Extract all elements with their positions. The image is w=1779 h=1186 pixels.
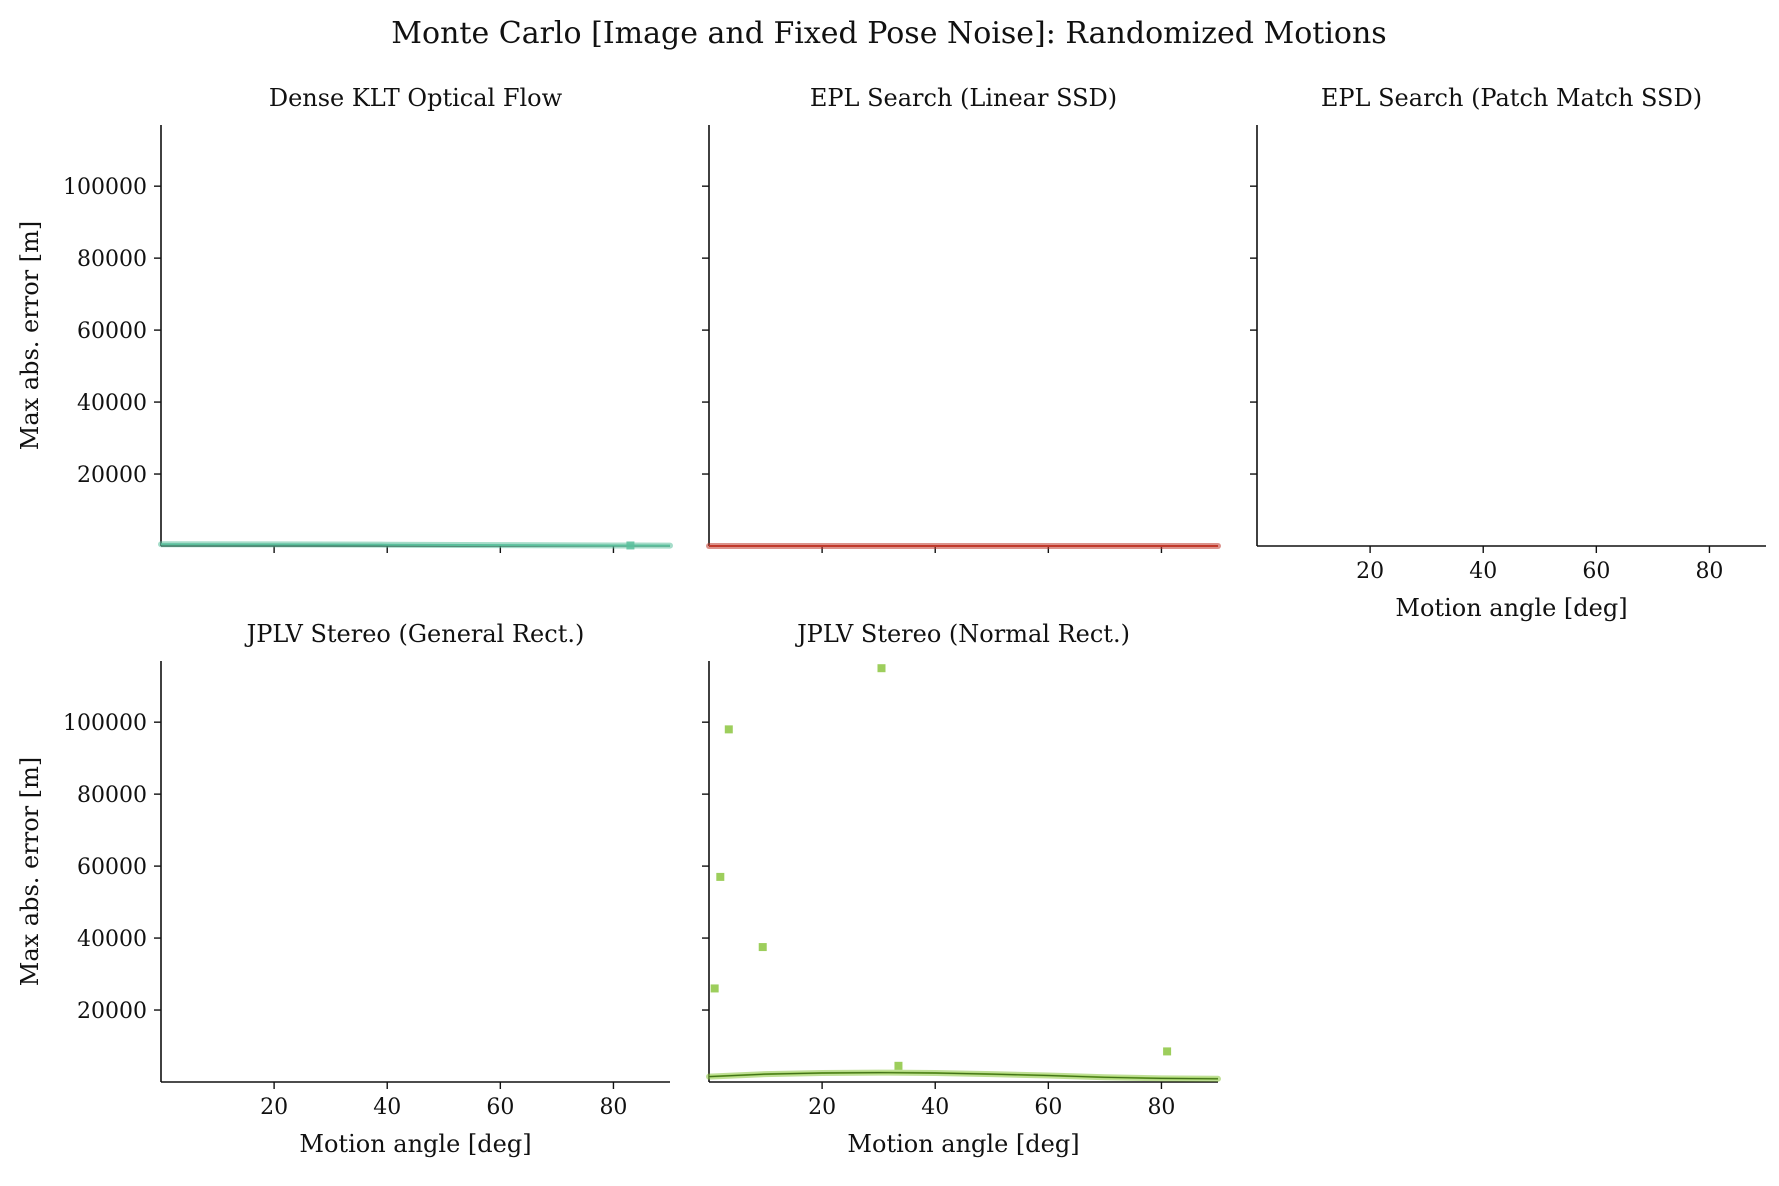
x-tick-label: 20 <box>260 1095 288 1120</box>
data-point <box>710 984 719 993</box>
x-tick-label: 40 <box>921 1095 949 1120</box>
y-tick-label: 100000 <box>63 711 147 736</box>
y-tick-label: 40000 <box>77 391 147 416</box>
y-tick-label: 60000 <box>77 855 147 880</box>
subplots: Dense KLT Optical Flow 20000 40000 60000 800… <box>16 84 1766 1158</box>
x-tick-label: 60 <box>1034 1095 1062 1120</box>
x-tick-label: 20 <box>1356 559 1384 584</box>
figure-title: Monte Carlo [Image and Fixed Pose Noise]… <box>391 16 1386 51</box>
y-tick-label: 40000 <box>77 927 147 952</box>
y-axis-label: Max abs. error [m] <box>16 757 44 986</box>
x-axis-label: Motion angle [deg] <box>1395 594 1627 622</box>
subplot-1: Dense KLT Optical Flow 20000 40000 60000 800… <box>16 84 673 553</box>
x-axis-label: Motion angle [deg] <box>847 1130 1079 1158</box>
subplot-title: JPLV Stereo (General Rect.) <box>244 620 585 648</box>
subplot-5: JPLV Stereo (Normal Rect.) 20 40 60 80 Motion… <box>702 620 1221 1158</box>
data-point <box>877 664 886 673</box>
data-point <box>724 725 733 734</box>
y-tick-label: 80000 <box>77 247 147 272</box>
y-tick-label: 100000 <box>63 175 147 200</box>
subplot-title: EPL Search (Linear SSD) <box>810 84 1117 112</box>
y-tick-label: 20000 <box>77 463 147 488</box>
x-tick-label: 20 <box>808 1095 836 1120</box>
y-tick-label: 60000 <box>77 319 147 344</box>
x-tick-label: 80 <box>1695 559 1723 584</box>
data-point <box>716 872 725 881</box>
subplot-title: EPL Search (Patch Match SSD) <box>1321 84 1702 112</box>
data-point <box>1163 1047 1172 1056</box>
subplot-title: JPLV Stereo (Normal Rect.) <box>794 620 1130 648</box>
subplot-title: Dense KLT Optical Flow <box>269 84 563 112</box>
x-tick-label: 80 <box>1147 1095 1175 1120</box>
median-line-dark <box>708 1071 1219 1080</box>
x-tick-label: 40 <box>373 1095 401 1120</box>
median-line <box>160 543 671 547</box>
subplot-4: JPLV Stereo (General Rect.) 20 40 60 80 20000… <box>16 620 670 1158</box>
y-axis-label: Max abs. error [m] <box>16 221 44 450</box>
x-tick-label: 80 <box>599 1095 627 1120</box>
y-tick-label: 80000 <box>77 783 147 808</box>
y-tick-label: 20000 <box>77 999 147 1024</box>
data-point <box>758 943 767 952</box>
data-point <box>626 541 635 550</box>
x-tick-label: 60 <box>486 1095 514 1120</box>
data-point <box>894 1061 903 1070</box>
subplot-2: EPL Search (Linear SSD) <box>702 84 1221 553</box>
x-tick-label: 60 <box>1582 559 1610 584</box>
subplot-3: EPL Search (Patch Match SSD) 20 40 60 80 Moti… <box>1250 84 1766 622</box>
x-axis-label: Motion angle [deg] <box>299 1130 531 1158</box>
x-tick-label: 40 <box>1469 559 1497 584</box>
